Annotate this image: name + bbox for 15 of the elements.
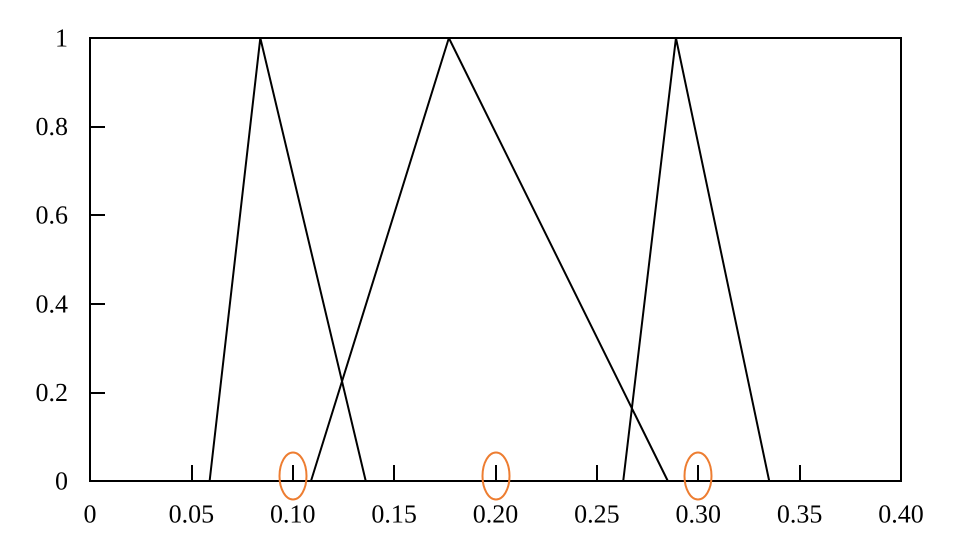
y-tick-label: 0.8 [36,112,68,142]
x-tick-label: 0.30 [676,500,721,528]
x-tick-label: 0.10 [270,500,316,528]
y-tick-label: 1 [55,24,68,52]
x-tick-label: 0.20 [472,500,518,528]
x-tick-label: 0.05 [168,500,214,528]
y-tick-label: 0 [55,466,68,496]
y-tick-label: 0.2 [36,378,68,407]
x-tick-label: 0.25 [574,500,620,528]
y-tick-label: 0.6 [36,200,68,230]
x-tick-label: 0.35 [776,500,822,528]
x-tick-label: 0.15 [371,500,417,528]
x-tick-label: 0 [84,500,96,528]
x-tick-label: 0.40 [878,500,924,528]
y-tick-label: 0.4 [36,289,68,318]
